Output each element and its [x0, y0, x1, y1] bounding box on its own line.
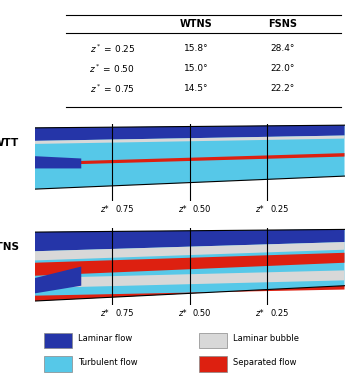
Text: WTNS: WTNS [0, 242, 19, 252]
Text: 0.50: 0.50 [193, 205, 211, 214]
FancyBboxPatch shape [44, 333, 72, 349]
Polygon shape [35, 156, 81, 168]
Text: Laminar bubble: Laminar bubble [233, 335, 299, 343]
Polygon shape [35, 286, 345, 301]
Polygon shape [35, 242, 345, 261]
Polygon shape [35, 229, 345, 251]
Polygon shape [35, 125, 345, 189]
Text: 28.4°: 28.4° [270, 44, 295, 53]
Text: $z^*$ = 0.25: $z^*$ = 0.25 [90, 42, 135, 55]
Text: WTNS: WTNS [180, 19, 212, 29]
Text: 0.50: 0.50 [193, 309, 211, 318]
Text: 0.25: 0.25 [270, 309, 288, 318]
Text: z*: z* [178, 205, 187, 214]
Text: 0.75: 0.75 [115, 309, 134, 318]
Text: z*: z* [101, 309, 109, 318]
Text: $z^*$ = 0.50: $z^*$ = 0.50 [89, 62, 135, 75]
Polygon shape [35, 136, 345, 144]
Text: FSNS: FSNS [268, 19, 297, 29]
Text: 22.0°: 22.0° [270, 64, 295, 73]
Polygon shape [35, 271, 345, 288]
Text: WTT: WTT [0, 138, 19, 148]
Text: Separated flow: Separated flow [233, 358, 296, 367]
Text: z*: z* [255, 309, 264, 318]
Text: $z^*$ = 0.75: $z^*$ = 0.75 [90, 83, 135, 95]
Text: z*: z* [178, 309, 187, 318]
Text: Turbulent flow: Turbulent flow [78, 358, 138, 367]
Polygon shape [35, 125, 345, 141]
Polygon shape [35, 267, 81, 293]
Text: 0.25: 0.25 [270, 205, 288, 214]
Polygon shape [35, 153, 345, 165]
Text: 22.2°: 22.2° [270, 84, 295, 93]
Text: 14.5°: 14.5° [184, 84, 208, 93]
Text: Laminar flow: Laminar flow [78, 335, 132, 343]
FancyBboxPatch shape [199, 333, 227, 349]
FancyBboxPatch shape [44, 356, 72, 372]
Polygon shape [35, 229, 345, 301]
FancyBboxPatch shape [199, 356, 227, 372]
Polygon shape [35, 253, 345, 276]
Text: z*: z* [101, 205, 109, 214]
Text: 15.0°: 15.0° [183, 64, 208, 73]
Text: z*: z* [255, 205, 264, 214]
Text: 15.8°: 15.8° [183, 44, 208, 53]
Text: 0.75: 0.75 [115, 205, 134, 214]
